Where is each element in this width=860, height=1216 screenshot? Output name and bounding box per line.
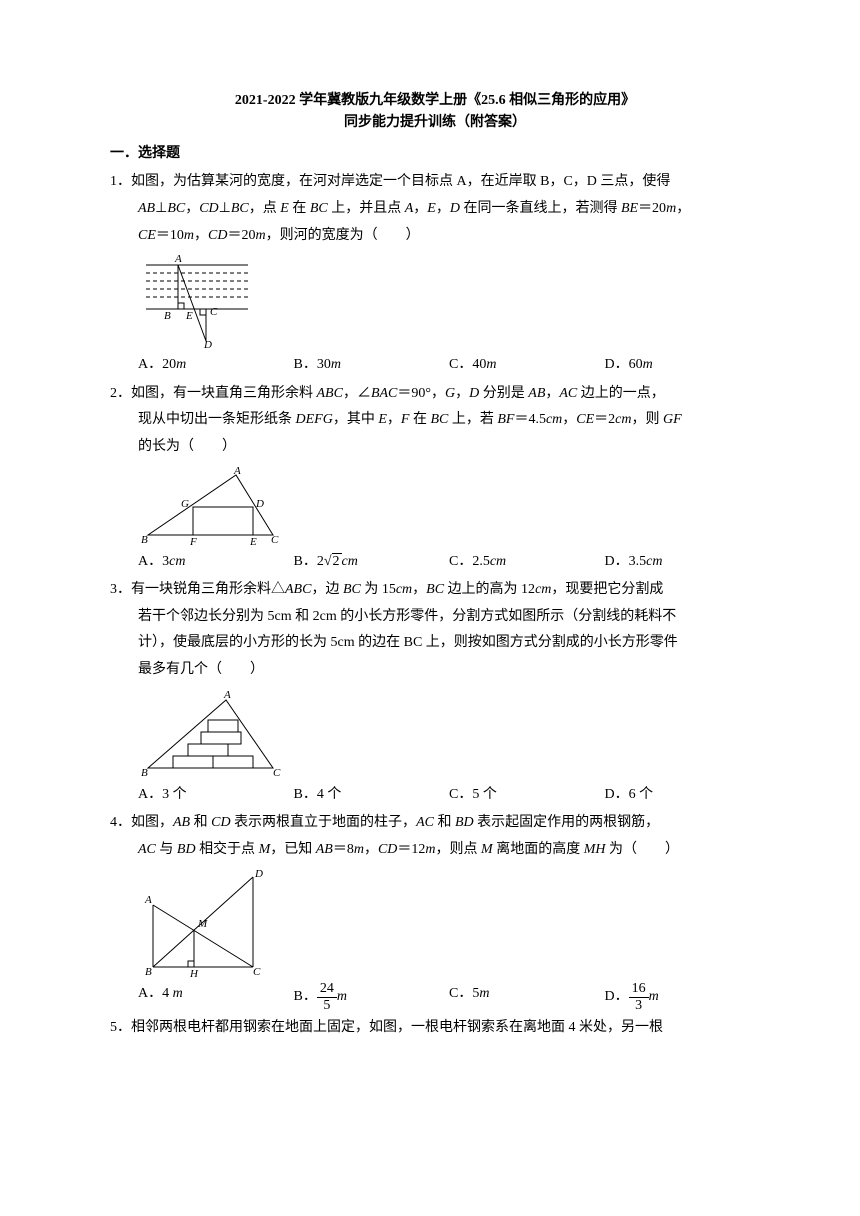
svg-text:D: D (255, 498, 264, 510)
q2-opt-b: B．2√2cm (294, 549, 450, 576)
q1-line1: 如图，为估算某河的宽度，在河对岸选定一个目标点 A，在近岸取 B，C，D 三点，… (131, 174, 670, 189)
title-line-1: 2021-2022 学年冀教版九年级数学上册《25.6 相似三角形的应用》 (110, 90, 760, 112)
q4-figure: A B C D M H (138, 867, 268, 977)
svg-text:G: G (181, 498, 189, 510)
svg-text:B: B (164, 310, 171, 322)
question-5: 5．相邻两根电杆都用钢索在地面上固定，如图，一根电杆钢索系在离地面 4 米处，另… (110, 1015, 760, 1042)
q4-opt-a: A．4 m (138, 981, 294, 1013)
q1-opt-a: A．20m (138, 352, 294, 379)
svg-text:A: A (144, 894, 152, 906)
svg-text:C: C (210, 306, 218, 318)
q5-num: 5． (110, 1020, 131, 1035)
svg-text:F: F (189, 536, 197, 545)
title-line-2: 同步能力提升训练（附答案） (110, 112, 760, 134)
q3-opt-a: A．3 个 (138, 782, 294, 809)
q4-opt-b: B．245m (294, 981, 450, 1013)
q4-opt-d: D．163m (605, 981, 761, 1013)
q1-opt-c: C．40m (449, 352, 605, 379)
q4-options: A．4 m B．245m C．5m D．163m (110, 981, 760, 1013)
q1-options: A．20m B．30m C．40m D．60m (110, 352, 760, 379)
svg-text:E: E (185, 310, 193, 322)
q1-opt-d: D．60m (605, 352, 761, 379)
svg-text:E: E (249, 536, 257, 545)
q3-options: A．3 个 B．4 个 C．5 个 D．6 个 (110, 782, 760, 809)
svg-text:A: A (233, 465, 241, 477)
q3-opt-d: D．6 个 (605, 782, 761, 809)
q2-opt-c: C．2.5cm (449, 549, 605, 576)
svg-text:H: H (189, 968, 199, 977)
q3-opt-b: B．4 个 (294, 782, 450, 809)
svg-text:C: C (253, 966, 261, 977)
svg-text:B: B (145, 966, 152, 977)
q3-line4: 最多有几个（ ） (110, 657, 760, 684)
question-4: 4．如图，AB 和 CD 表示两根直立于地面的柱子，AC 和 BD 表示起固定作… (110, 810, 760, 1013)
svg-text:C: C (271, 534, 279, 545)
svg-text:C: C (273, 767, 281, 778)
q2-figure: A B C G D F E (138, 465, 288, 545)
q2-opt-d: D．3.5cm (605, 549, 761, 576)
q1-figure: A B E C D (138, 253, 258, 348)
q1-num: 1． (110, 174, 131, 189)
svg-text:A: A (223, 689, 231, 701)
svg-text:B: B (141, 767, 148, 778)
question-2: 2．如图，有一块直角三角形余料 ABC，∠BAC＝90°，G，D 分别是 AB，… (110, 381, 760, 575)
svg-text:B: B (141, 534, 148, 545)
q4-num: 4． (110, 815, 131, 830)
svg-text:M: M (197, 918, 208, 930)
section-heading: 一．选择题 (110, 141, 760, 168)
svg-text:A: A (174, 253, 182, 265)
q3-opt-c: C．5 个 (449, 782, 605, 809)
q1-opt-b: B．30m (294, 352, 450, 379)
q2-options: A．3cm B．2√2cm C．2.5cm D．3.5cm (110, 549, 760, 576)
q2-opt-a: A．3cm (138, 549, 294, 576)
svg-text:D: D (203, 339, 212, 348)
question-1: 1．如图，为估算某河的宽度，在河对岸选定一个目标点 A，在近岸取 B，C，D 三… (110, 169, 760, 378)
q3-figure: A B C (138, 688, 288, 778)
q5-line1: 相邻两根电杆都用钢索在地面上固定，如图，一根电杆钢索系在离地面 4 米处，另一根 (131, 1020, 663, 1035)
q3-num: 3． (110, 582, 131, 597)
question-3: 3．有一块锐角三角形余料△ABC，边 BC 为 15cm，BC 边上的高为 12… (110, 577, 760, 808)
svg-text:D: D (254, 868, 263, 880)
q2-num: 2． (110, 386, 131, 401)
q3-line2: 若干个邻边长分别为 5cm 和 2cm 的小长方形零件，分割方式如图所示（分割线… (110, 604, 760, 631)
q3-line3: 计），使最底层的小方形的长为 5cm 的边在 BC 上，则按如图方式分割成的小长… (110, 630, 760, 657)
q4-opt-c: C．5m (449, 981, 605, 1013)
